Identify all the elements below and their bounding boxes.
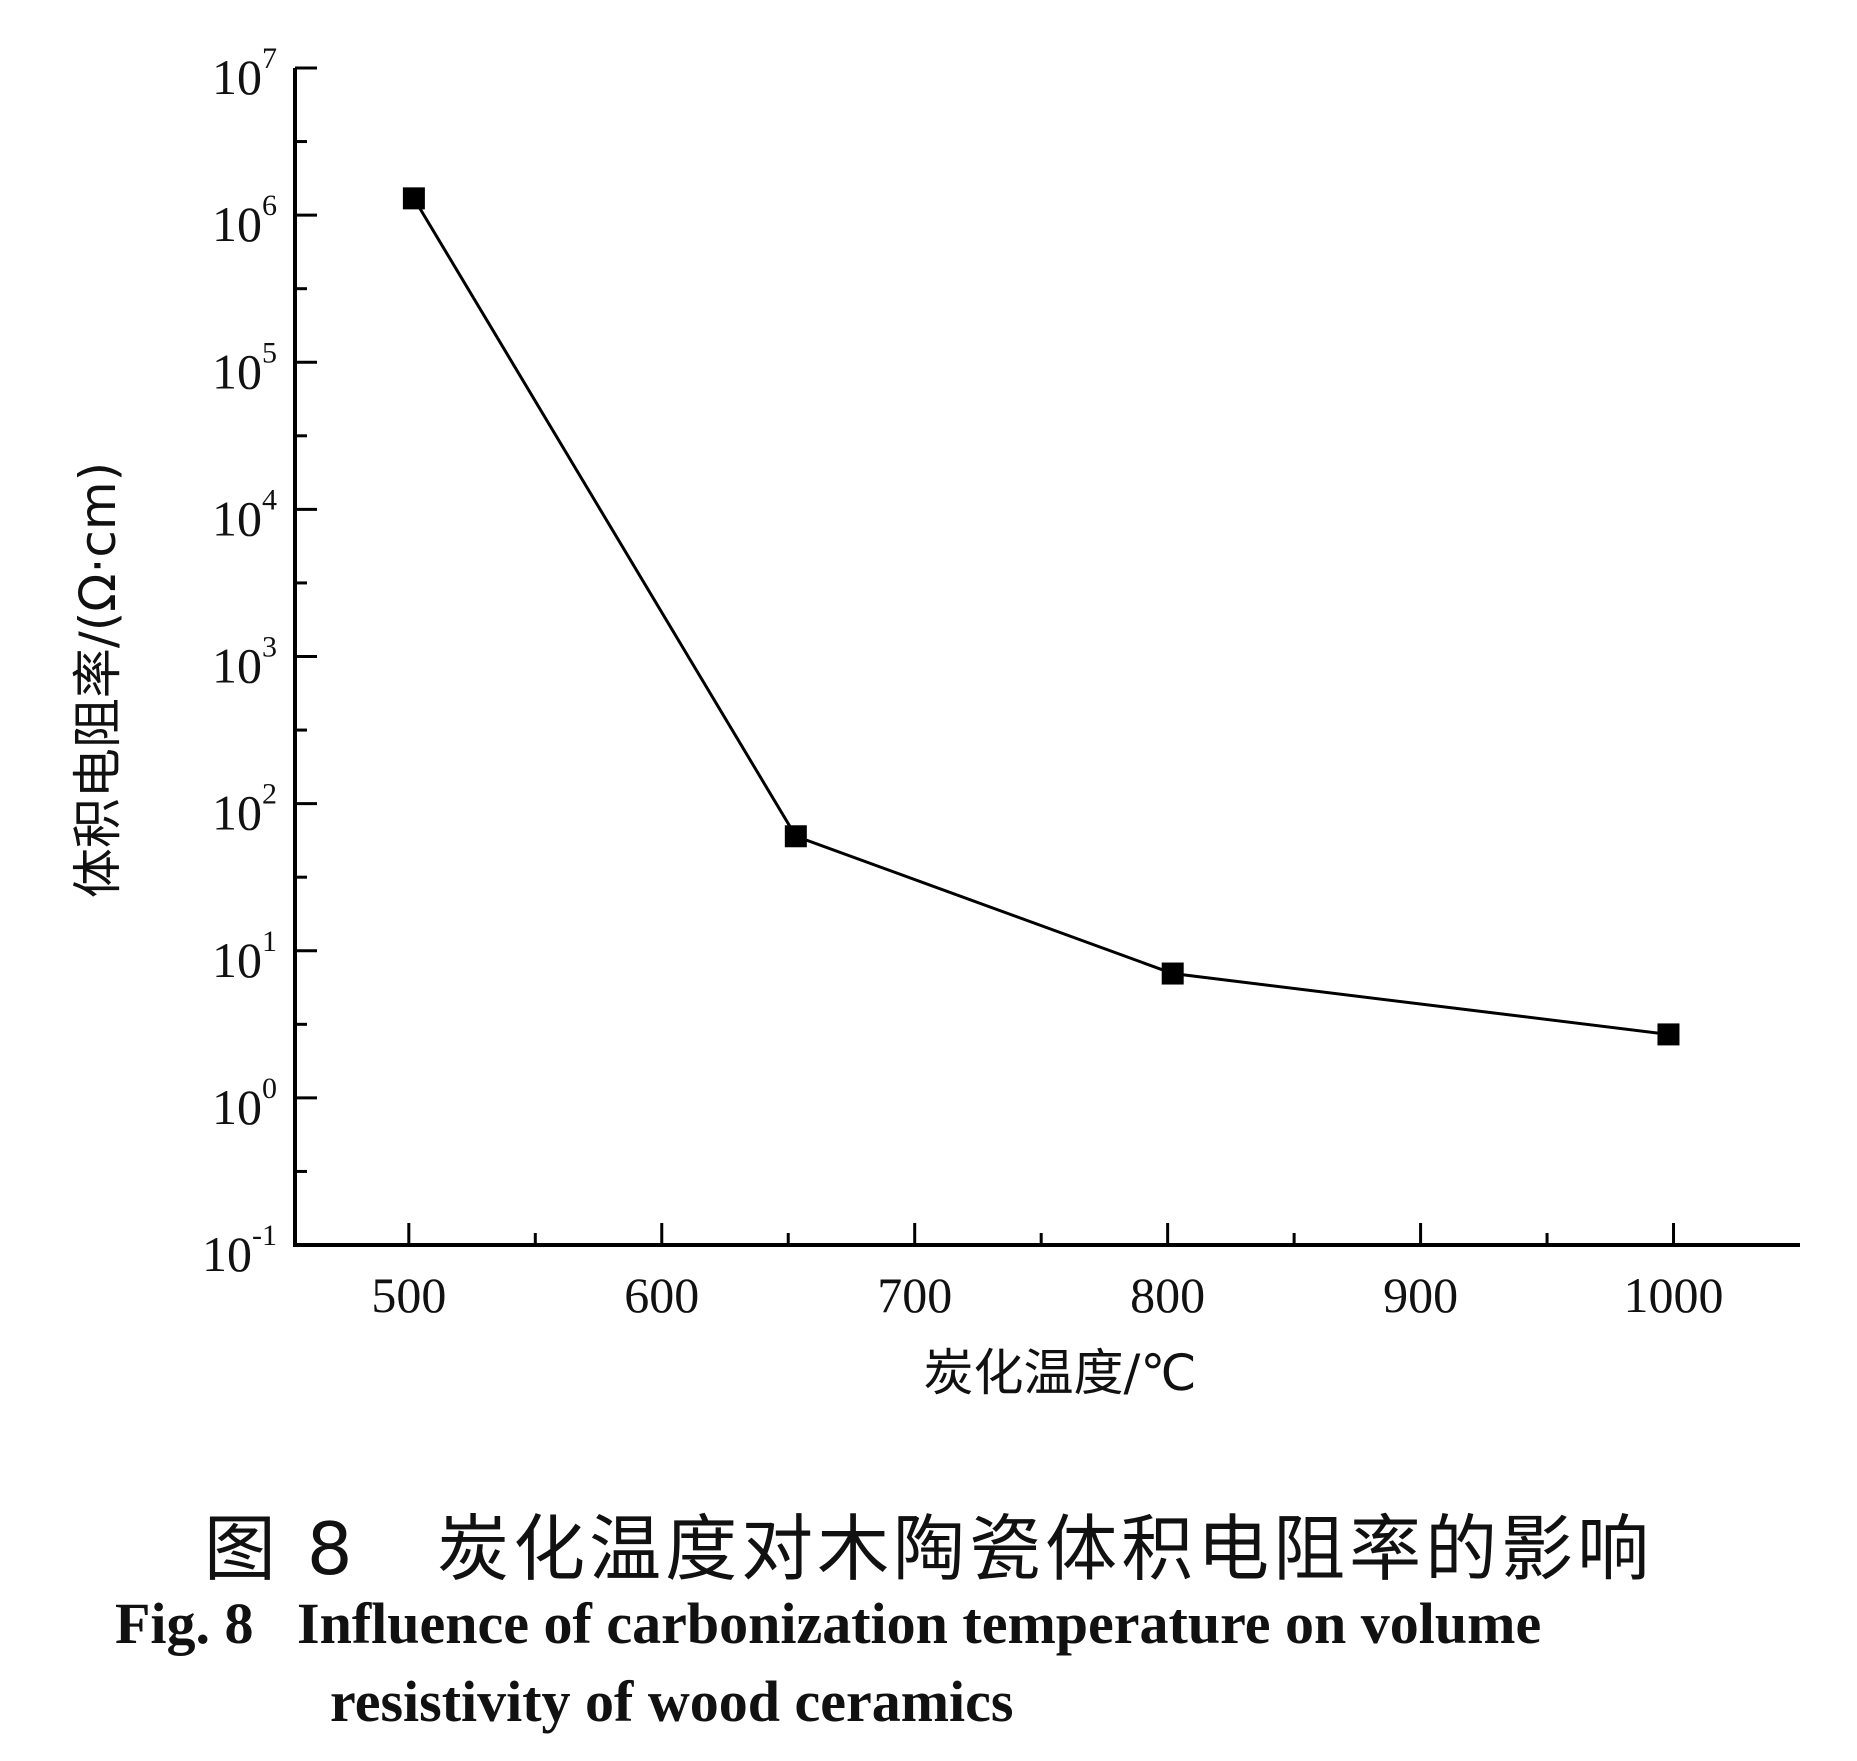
x-tick-label: 900 [1383,1267,1458,1323]
y-tick-label: 103 [212,631,277,694]
x-tick-label: 800 [1130,1267,1205,1323]
chart: 500 600 700 800 900 1000 10-1 100 101 102 103 104 10… [69,42,1800,1402]
y-tick-label: 107 [212,42,277,105]
data-point [784,825,807,848]
figure-caption-en-line2: resistivity of wood ceramics [330,1669,1014,1734]
x-tick-label: 700 [877,1267,952,1323]
figure-caption-en-line1: Fig. 8 Influence of carbonization temper… [115,1591,1542,1656]
data-point [1161,962,1184,985]
y-tick-label: 106 [212,189,277,252]
x-tick-label: 1000 [1624,1267,1724,1323]
figure-caption-en: Fig. 8 Influence of carbonization temper… [115,1585,1541,1741]
y-tick-label: 104 [212,483,277,546]
axes [293,68,1800,1247]
series-line [412,197,1669,1036]
y-tick-label: 102 [212,778,277,841]
x-axis-title: 炭化温度/℃ [924,1344,1197,1402]
x-tick-label: 600 [624,1267,699,1323]
x-tick-label: 500 [371,1267,446,1323]
series [402,187,1680,1046]
y-tick-label: 100 [212,1072,277,1135]
data-point [1657,1023,1680,1046]
y-tick-label: 105 [212,336,277,399]
y-tick-label: 10-1 [202,1219,277,1282]
y-tick-label: 101 [212,925,277,988]
ticks: 500 600 700 800 900 1000 10-1 100 101 102 103 104 10… [202,42,1724,1323]
data-point [402,187,425,210]
figure-caption-cn: 图 8 炭化温度对木陶瓷体积电阻率的影响 [203,1507,1654,1591]
y-axis-title: 体积电阻率/(Ω·cm) [69,462,127,898]
